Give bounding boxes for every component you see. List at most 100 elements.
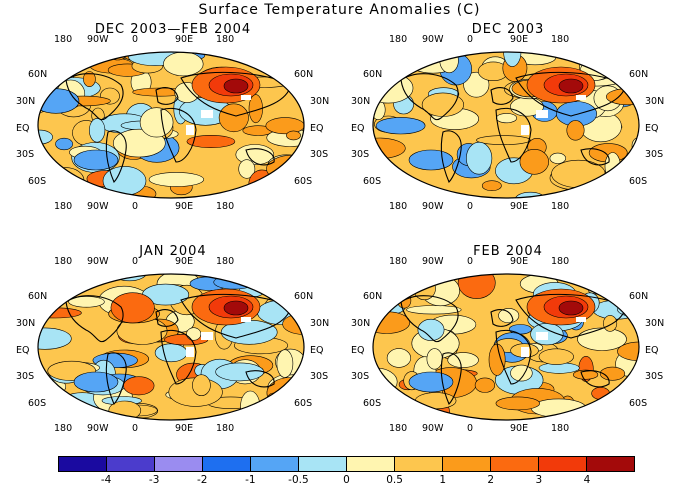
coastline-2 <box>490 87 514 105</box>
panel-jan: JAN 2004 180 90W 0 90E 180 180 90W 0 90E 180 60N 30… <box>8 244 338 454</box>
lon-tick-top-0: 180 <box>389 256 408 267</box>
coastline-4 <box>180 293 292 339</box>
coastline-3 <box>160 329 197 385</box>
colorbar-swatch-10 <box>539 457 587 471</box>
lon-tick-bottom-0: 180 <box>54 423 73 434</box>
colorbar-swatch-11 <box>587 457 634 471</box>
lat-tick-left-2: EQ <box>16 123 30 134</box>
lon-tick-bottom-0: 180 <box>389 201 408 212</box>
lon-tick-bottom-3: 90E <box>510 201 529 212</box>
map-border <box>372 51 640 199</box>
coastline-2 <box>490 309 514 327</box>
lon-tick-top-2: 0 <box>132 256 139 267</box>
lat-tick-left-4: 60S <box>28 398 47 409</box>
coastline-0 <box>65 295 124 343</box>
panel-title: FEB 2004 <box>473 244 543 259</box>
lat-tick-right-4: 60S <box>294 398 313 409</box>
lon-tick-top-4: 180 <box>216 256 235 267</box>
colorbar-swatch-2 <box>155 457 203 471</box>
colorbar-label-10: 4 <box>583 474 591 486</box>
lat-tick-left-4: 60S <box>28 176 47 187</box>
lat-tick-right-0: 60N <box>294 291 314 302</box>
coastline-0 <box>400 295 459 343</box>
lon-tick-bottom-2: 0 <box>132 423 139 434</box>
lon-tick-top-1: 90W <box>87 34 109 45</box>
coastline-4 <box>180 71 292 117</box>
colorbar-swatch-6 <box>347 457 395 471</box>
coastline-0 <box>65 73 124 121</box>
lat-tick-left-3: 30S <box>351 149 370 160</box>
lon-tick-top-4: 180 <box>216 34 235 45</box>
panel-feb: FEB 2004 180 90W 0 90E 180 180 90W 0 90E 180 60N 30… <box>343 244 673 454</box>
map-border <box>372 273 640 421</box>
lat-tick-right-1: 30N <box>645 96 665 107</box>
lat-tick-right-2: EQ <box>645 345 659 356</box>
lon-tick-top-2: 0 <box>132 34 139 45</box>
coastline-5 <box>580 148 610 166</box>
lon-tick-bottom-1: 90W <box>422 423 444 434</box>
lon-tick-bottom-2: 0 <box>467 201 474 212</box>
lat-tick-left-1: 30N <box>351 318 371 329</box>
panel-title: JAN 2004 <box>139 244 207 259</box>
lat-tick-right-4: 60S <box>294 176 313 187</box>
lat-tick-left-2: EQ <box>351 123 365 134</box>
lon-tick-bottom-2: 0 <box>467 423 474 434</box>
lat-tick-left-0: 60N <box>363 69 383 80</box>
lon-tick-bottom-1: 90W <box>87 201 109 212</box>
coastline-3 <box>495 107 532 163</box>
coastline-1 <box>440 130 462 183</box>
coastline-1 <box>105 130 127 183</box>
panel-title: DEC 2003—FEB 2004 <box>94 22 252 37</box>
colorbar-swatch-1 <box>107 457 155 471</box>
lon-tick-bottom-4: 180 <box>551 423 570 434</box>
lat-tick-right-1: 30N <box>310 96 330 107</box>
colorbar-label-7: 1 <box>439 474 446 486</box>
lat-tick-right-4: 60S <box>629 398 648 409</box>
coastline-1 <box>440 352 462 405</box>
lat-tick-left-4: 60S <box>363 398 382 409</box>
lon-tick-bottom-3: 90E <box>175 201 194 212</box>
lat-tick-right-0: 60N <box>294 69 314 80</box>
anomaly-map <box>372 273 640 421</box>
lon-tick-bottom-4: 180 <box>216 423 235 434</box>
colorbar <box>58 456 635 472</box>
lon-tick-bottom-0: 180 <box>389 423 408 434</box>
anomaly-map <box>37 51 305 199</box>
colorbar-swatch-0 <box>59 457 107 471</box>
lon-tick-top-4: 180 <box>551 34 570 45</box>
lat-tick-left-2: EQ <box>16 345 30 356</box>
colorbar-label-3: -1 <box>245 474 256 486</box>
lat-tick-right-0: 60N <box>629 291 649 302</box>
map-border <box>37 51 305 199</box>
colorbar-swatch-3 <box>203 457 251 471</box>
lon-tick-top-3: 90E <box>510 256 529 267</box>
coastline-5 <box>245 370 275 388</box>
lon-tick-top-2: 0 <box>467 256 474 267</box>
lon-tick-bottom-1: 90W <box>87 423 109 434</box>
lat-tick-left-1: 30N <box>16 96 36 107</box>
colorbar-label-5: 0 <box>343 474 350 486</box>
lon-tick-top-3: 90E <box>510 34 529 45</box>
anomaly-map <box>37 273 305 421</box>
lon-tick-top-3: 90E <box>175 256 194 267</box>
coastline-5 <box>580 370 610 388</box>
lat-tick-right-3: 30S <box>645 149 664 160</box>
coastline-2 <box>155 87 179 105</box>
anomaly-map <box>372 51 640 199</box>
lon-tick-bottom-2: 0 <box>132 201 139 212</box>
lat-tick-right-3: 30S <box>310 371 329 382</box>
panel-dec: DEC 2003 180 90W 0 90E 180 180 90W 0 90E 180 60N 30… <box>343 22 673 232</box>
lon-tick-top-1: 90W <box>87 256 109 267</box>
coastline-2 <box>155 309 179 327</box>
lat-tick-right-0: 60N <box>629 69 649 80</box>
lon-tick-bottom-4: 180 <box>216 201 235 212</box>
lat-tick-right-1: 30N <box>310 318 330 329</box>
lon-tick-bottom-0: 180 <box>54 201 73 212</box>
colorbar-label-9: 3 <box>535 474 543 486</box>
colorbar-label-8: 2 <box>487 474 495 486</box>
colorbar-swatch-9 <box>491 457 539 471</box>
lat-tick-left-0: 60N <box>363 291 383 302</box>
colorbar-swatch-4 <box>251 457 299 471</box>
lat-tick-left-3: 30S <box>351 371 370 382</box>
lat-tick-left-3: 30S <box>16 149 35 160</box>
